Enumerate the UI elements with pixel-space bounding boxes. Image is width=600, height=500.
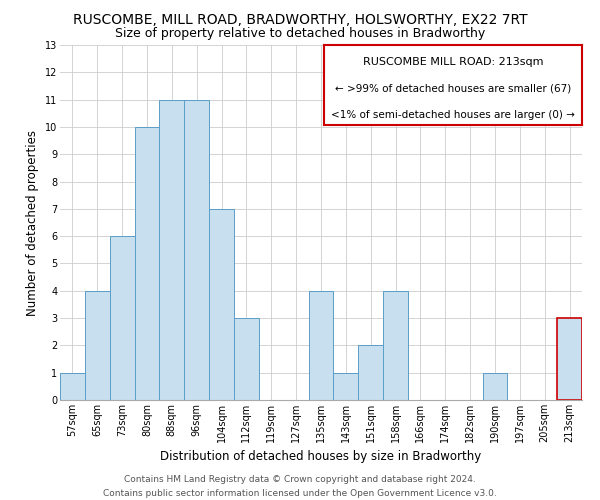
Text: RUSCOMBE, MILL ROAD, BRADWORTHY, HOLSWORTHY, EX22 7RT: RUSCOMBE, MILL ROAD, BRADWORTHY, HOLSWOR… [73,12,527,26]
Bar [383,291,408,400]
Text: Contains HM Land Registry data © Crown copyright and database right 2024.
Contai: Contains HM Land Registry data © Crown c… [103,476,497,498]
Bar [209,209,234,400]
Bar [482,372,508,400]
Bar [60,372,85,400]
Bar [110,236,134,400]
Bar [358,346,383,400]
Y-axis label: Number of detached properties: Number of detached properties [26,130,39,316]
Text: Size of property relative to detached houses in Bradworthy: Size of property relative to detached ho… [115,28,485,40]
Bar [85,291,110,400]
Bar [184,100,209,400]
Bar [557,318,582,400]
Bar [134,127,160,400]
Bar [160,100,184,400]
Bar [334,372,358,400]
Bar [234,318,259,400]
X-axis label: Distribution of detached houses by size in Bradworthy: Distribution of detached houses by size … [160,450,482,464]
Bar [308,291,334,400]
